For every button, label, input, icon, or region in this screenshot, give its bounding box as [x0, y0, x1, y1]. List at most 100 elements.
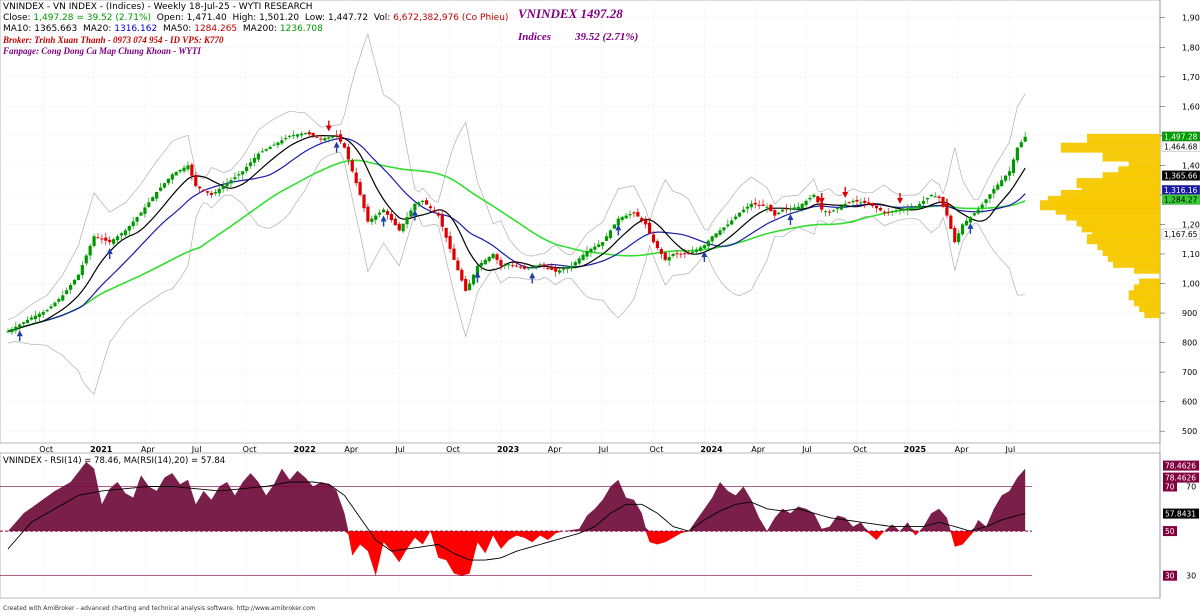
candle-body — [761, 204, 765, 206]
candle-body — [229, 180, 233, 184]
price-label-box — [1161, 141, 1200, 152]
candle-body — [601, 242, 605, 246]
candle-body — [777, 212, 781, 215]
candle-body — [323, 138, 327, 141]
x-tick-label: Oct — [39, 445, 53, 454]
rsi-value-label: 50 — [1165, 527, 1175, 536]
candle-body — [174, 172, 178, 176]
volume-profile-bar — [1128, 160, 1160, 171]
volume-profile-bar — [1102, 151, 1160, 162]
candle-body — [96, 237, 100, 239]
sell-arrow-icon — [943, 203, 950, 210]
candle-body — [291, 135, 296, 137]
rsi-value-box — [1163, 460, 1199, 471]
candle-body — [417, 202, 421, 205]
candle-body — [616, 218, 620, 226]
x-tick-label: 2024 — [700, 445, 723, 454]
candle-body — [792, 207, 796, 210]
overlay-title: VNINDEX 1497.28 — [518, 6, 623, 21]
close-label: Close: — [3, 13, 34, 23]
candle-body — [581, 254, 585, 260]
candle-body — [487, 256, 491, 262]
price-label: 1,284.27 — [1164, 196, 1198, 205]
ma10-value: 1365.663 — [34, 24, 78, 34]
candle-body — [194, 174, 198, 187]
candle-body — [381, 209, 386, 213]
candle-body — [49, 306, 53, 309]
candle-body — [902, 208, 906, 211]
candle-body — [358, 182, 362, 195]
candle-body — [675, 253, 679, 255]
candle-body — [213, 191, 217, 194]
candle-body — [1019, 142, 1023, 148]
candle-body — [33, 315, 37, 320]
candle-body — [88, 245, 92, 256]
x-tick-label: 2025 — [904, 445, 927, 454]
candle-body — [57, 299, 61, 302]
volume-profile-bar — [1092, 228, 1160, 239]
candle-body — [984, 199, 988, 204]
candle-body — [976, 209, 980, 214]
sell-arrow-icon — [896, 197, 903, 204]
candle-body — [456, 260, 460, 271]
candle-body — [608, 230, 613, 238]
candle-body — [714, 233, 718, 238]
candle-body — [280, 140, 284, 144]
candle-body — [25, 319, 30, 324]
candle-body — [448, 235, 452, 249]
price-label: 1,365.66 — [1164, 172, 1198, 181]
candle-body — [182, 167, 186, 172]
volume-profile-bar — [1060, 189, 1160, 200]
candle-body — [205, 191, 210, 193]
candle-body — [1000, 180, 1004, 186]
candle-body — [155, 191, 159, 199]
candle-body — [342, 143, 347, 148]
candle-body — [745, 206, 750, 209]
candle-body — [816, 196, 820, 203]
y-tick-label: 700 — [1182, 368, 1197, 377]
y-tick-label: 900 — [1182, 309, 1197, 318]
candle-body — [859, 202, 863, 204]
candle-body — [773, 210, 777, 216]
candle-body — [276, 142, 280, 146]
price-label: 1,464.68 — [1164, 142, 1198, 151]
buy-arrow-icon — [967, 222, 974, 229]
candle-body — [988, 194, 992, 199]
rsi-value-label: 30 — [1165, 572, 1175, 581]
x-tick-label: Jul — [394, 445, 405, 454]
y-tick-label: 1,100 — [1182, 250, 1200, 259]
candle-body — [546, 267, 550, 269]
candle-body — [573, 262, 577, 266]
candle-body — [178, 169, 182, 172]
candle-body — [632, 212, 636, 214]
candle-body — [949, 215, 953, 229]
candle-body — [827, 211, 832, 213]
price-label-box — [1161, 170, 1200, 181]
candle-body — [921, 200, 926, 204]
rsi-value-box — [1163, 570, 1177, 581]
y-tick-label: 1,400 — [1182, 161, 1200, 170]
y-tick-label: 800 — [1182, 339, 1197, 348]
candle-body — [796, 206, 800, 209]
candle-body — [1015, 147, 1019, 161]
overlay-indices-value: 39.52 (2.71%) — [575, 31, 639, 43]
candle-body — [620, 217, 624, 220]
candle-body — [499, 260, 503, 266]
candle-body — [295, 134, 300, 137]
candle-body — [585, 251, 589, 257]
y-tick-label: 1,200 — [1182, 220, 1200, 229]
candle-body — [925, 197, 929, 200]
candle-body — [957, 233, 961, 243]
candle-body — [166, 178, 171, 184]
price-label: 1,316.16 — [1164, 186, 1198, 195]
buy-arrow-icon — [701, 250, 708, 257]
candle-body — [917, 203, 922, 208]
candle-body — [233, 177, 237, 180]
x-tick-label: 2022 — [294, 445, 316, 454]
candle-body — [432, 209, 437, 212]
ma200-label: MA200: — [242, 24, 280, 34]
overlay-indices-label: Indices — [518, 31, 551, 43]
candle-body — [354, 172, 358, 184]
candle-body — [655, 241, 660, 249]
